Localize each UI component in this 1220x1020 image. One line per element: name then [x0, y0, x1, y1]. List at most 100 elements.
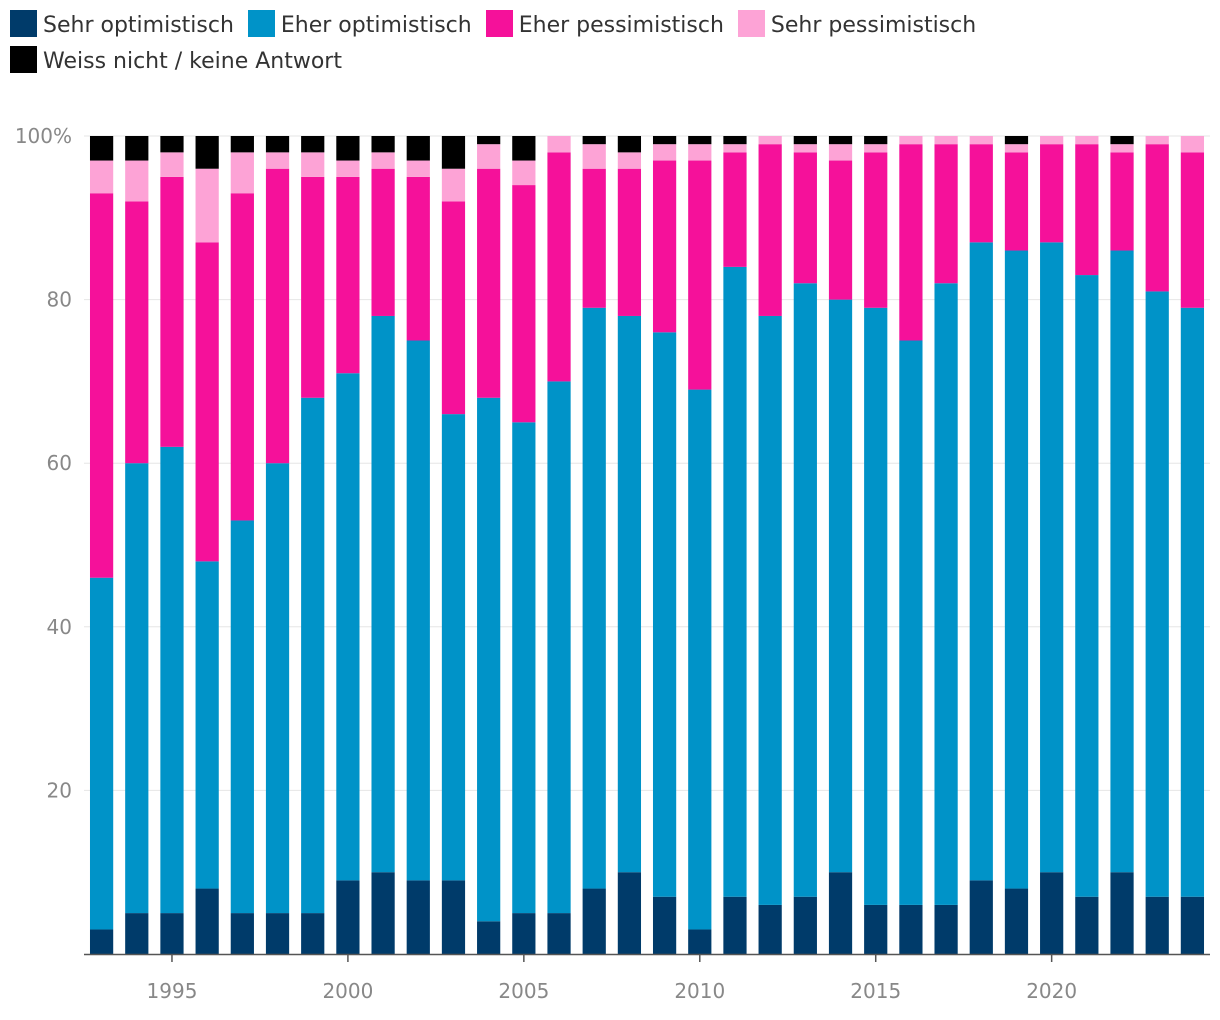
bar-segment	[336, 373, 360, 881]
y-tick-label: 60	[47, 451, 72, 475]
bar-segment	[864, 152, 888, 308]
bar-segment	[934, 136, 958, 145]
bar-segment	[160, 176, 184, 447]
bar-segment	[265, 152, 290, 169]
bar-segment	[230, 520, 254, 914]
bar-segment	[406, 136, 430, 161]
bar-segment	[723, 896, 747, 954]
bar-segment	[1040, 144, 1064, 243]
bar-segment	[301, 397, 325, 914]
bar-segment	[1145, 291, 1169, 897]
bar-segment	[617, 136, 642, 153]
legend-item[interactable]: Sehr pessimistisch	[737, 8, 976, 44]
bar-segment	[828, 160, 853, 300]
bar-segment	[230, 136, 254, 153]
bar-segment	[512, 913, 536, 954]
bar-segment	[125, 136, 149, 161]
legend-item[interactable]: Weiss nicht / keine Antwort	[10, 44, 342, 80]
bar-segment	[195, 242, 219, 562]
bar-segment	[125, 463, 149, 914]
legend-item[interactable]: Sehr optimistisch	[10, 8, 234, 44]
legend-label: Sehr optimistisch	[43, 13, 234, 38]
bar-segment	[582, 144, 606, 169]
bar-segment	[1040, 242, 1064, 873]
bar-segment	[547, 152, 571, 382]
bar-segment	[477, 136, 501, 145]
bar-segment	[160, 136, 184, 153]
legend-swatch	[247, 10, 275, 37]
bar-segment	[969, 136, 993, 145]
bar-segment	[441, 414, 466, 881]
bar-segment	[301, 152, 325, 177]
bar-segment	[89, 929, 114, 954]
bar-segment	[547, 136, 571, 153]
y-tick-label: 20	[47, 778, 72, 802]
x-tick-label: 2020	[1026, 979, 1077, 1003]
bar-segment	[688, 389, 712, 930]
bar-segment	[864, 904, 888, 954]
bar-segment	[125, 913, 149, 954]
bar-segment	[547, 913, 571, 954]
bar-segment	[547, 381, 571, 914]
bar-segment	[89, 193, 114, 578]
bar-segment	[617, 315, 642, 873]
bar-segment	[1110, 136, 1134, 145]
bar-segment	[1004, 888, 1029, 954]
bar-segment	[828, 872, 853, 954]
bar-segment	[265, 136, 290, 153]
bar-segment	[265, 463, 290, 914]
bar-segment	[969, 144, 993, 243]
bar-segment	[195, 168, 219, 243]
bar-segment	[336, 136, 360, 161]
bar-segment	[1075, 896, 1099, 954]
bar-segment	[899, 144, 923, 341]
bar-segment	[688, 929, 712, 954]
bar-segment	[617, 152, 642, 169]
bar-segment	[1180, 152, 1205, 308]
bar-segment	[864, 136, 888, 145]
bar-segment	[934, 283, 958, 905]
legend-item[interactable]: Eher optimistisch	[247, 8, 472, 44]
bar-segment	[1110, 872, 1134, 954]
legend-item[interactable]: Eher pessimistisch	[485, 8, 724, 44]
bar-segment	[371, 315, 395, 873]
bar-segment	[758, 315, 782, 905]
bar-segment	[793, 896, 817, 954]
bar-segment	[160, 152, 184, 177]
y-tick-label: 80	[47, 288, 72, 312]
bar-segment	[828, 136, 853, 145]
x-tick-label: 1995	[147, 979, 198, 1003]
bar-segment	[230, 193, 254, 521]
bar-segment	[1004, 144, 1029, 153]
bar-segment	[758, 136, 782, 145]
x-tick-label: 2010	[674, 979, 725, 1003]
bar-segment	[301, 136, 325, 153]
y-tick-label: 40	[47, 615, 72, 639]
bar-segment	[301, 913, 325, 954]
bar-segment	[828, 144, 853, 161]
bar-segment	[652, 136, 677, 145]
bar-segment	[652, 896, 677, 954]
bar-segment	[1180, 307, 1205, 897]
bar-segment	[371, 872, 395, 954]
bar-segment	[1004, 250, 1029, 889]
bar-segment	[477, 921, 501, 954]
bar-segment	[371, 152, 395, 169]
bar-segment	[477, 397, 501, 922]
bar-segment	[688, 136, 712, 145]
bar-segment	[1145, 144, 1169, 292]
bar-segment	[969, 242, 993, 881]
bar-segment	[828, 299, 853, 873]
bar-segment	[652, 332, 677, 897]
bar-segment	[969, 880, 993, 954]
bar-segment	[934, 144, 958, 284]
bar-segment	[1180, 896, 1205, 954]
bar-segment	[160, 446, 184, 914]
bar-segment	[617, 168, 642, 316]
bar-segment	[1075, 144, 1099, 276]
bar-segment	[160, 913, 184, 954]
bar-segment	[758, 144, 782, 316]
x-tick-label: 2000	[322, 979, 373, 1003]
bar-segment	[793, 283, 817, 897]
bar-segment	[1145, 136, 1169, 145]
